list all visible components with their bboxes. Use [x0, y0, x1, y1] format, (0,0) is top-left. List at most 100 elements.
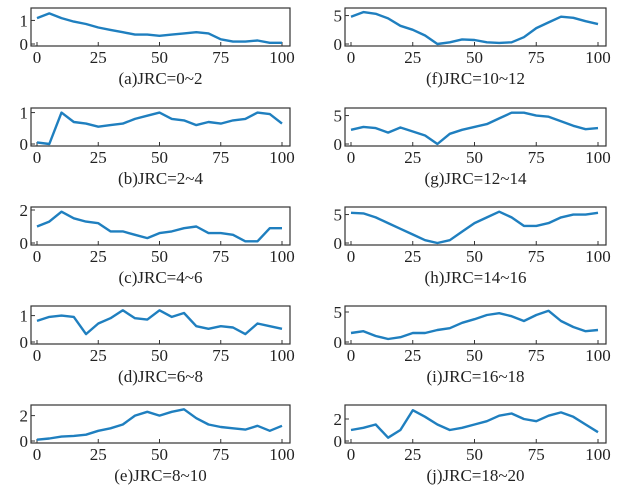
y-tick-label: 5 — [334, 206, 343, 225]
x-tick-label: 0 — [347, 48, 356, 67]
y-tick-label: 0 — [20, 234, 29, 253]
x-tick-label: 100 — [585, 346, 611, 365]
series-line — [350, 309, 599, 341]
x-tick-label: 0 — [347, 148, 356, 167]
x-tick-label: 100 — [269, 247, 295, 266]
y-tick-label: 0 — [20, 135, 29, 154]
x-tick-label: 75 — [528, 247, 545, 266]
series-line — [350, 409, 599, 439]
y-tick-label: 0 — [20, 333, 29, 352]
x-tick-label: 25 — [404, 445, 421, 464]
series-line — [36, 309, 283, 336]
x-tick-label: 75 — [528, 148, 545, 167]
x-tick-label: 75 — [528, 48, 545, 67]
axes-frame — [30, 206, 291, 246]
subplot-3: 0 25 50 75 100 0 1 (d)JRC=6~8 — [20, 305, 295, 386]
axes-frame — [344, 107, 607, 147]
axes-frame — [30, 404, 291, 444]
x-tick-label: 100 — [269, 48, 295, 67]
x-tick-label: 0 — [33, 148, 42, 167]
y-tick-label: 5 — [334, 303, 343, 322]
y-tick-label: 5 — [334, 107, 343, 126]
y-tick-label: 5 — [334, 7, 343, 26]
x-tick-label: 0 — [33, 445, 42, 464]
subplot-caption: (j)JRC=18~20 — [426, 466, 524, 485]
x-tick-label: 100 — [585, 247, 611, 266]
subplot-7: 0 25 50 75 100 0 5 (h)JRC=14~16 — [334, 206, 611, 287]
x-tick-label: 50 — [151, 48, 168, 67]
x-tick-label: 100 — [585, 48, 611, 67]
x-tick-label: 50 — [151, 445, 168, 464]
subplot-caption: (e)JRC=8~10 — [114, 466, 206, 485]
x-tick-label: 0 — [347, 445, 356, 464]
x-tick-label: 75 — [212, 247, 229, 266]
x-tick-label: 75 — [528, 445, 545, 464]
x-tick-label: 25 — [90, 148, 107, 167]
x-tick-label: 50 — [466, 148, 483, 167]
y-tick-label: 2 — [20, 201, 29, 220]
subplot-6: 0 25 50 75 100 0 5 (g)JRC=12~14 — [334, 107, 611, 188]
subplot-caption: (h)JRC=14~16 — [425, 268, 527, 287]
y-tick-label: 1 — [20, 11, 29, 30]
y-tick-label: 1 — [20, 104, 29, 123]
series-line — [350, 111, 599, 146]
x-tick-label: 0 — [33, 247, 42, 266]
subplot-caption: (a)JRC=0~2 — [119, 69, 203, 88]
x-tick-label: 0 — [347, 247, 356, 266]
series-line — [350, 210, 599, 245]
y-tick-label: 1 — [20, 307, 29, 326]
x-tick-label: 50 — [466, 48, 483, 67]
y-tick-label: 0 — [20, 432, 29, 451]
series-line — [36, 12, 282, 44]
x-tick-label: 75 — [528, 346, 545, 365]
axes-frame — [30, 107, 291, 147]
y-tick-label: 0 — [334, 333, 343, 352]
x-tick-label: 100 — [269, 148, 295, 167]
axes-frame — [344, 404, 607, 444]
x-tick-label: 25 — [404, 346, 421, 365]
subplot-caption: (c)JRC=4~6 — [119, 268, 203, 287]
subplot-caption: (i)JRC=16~18 — [426, 367, 524, 386]
x-tick-label: 100 — [269, 445, 295, 464]
x-tick-label: 75 — [212, 148, 229, 167]
subplot-2: 0 25 50 75 100 0 2 (c)JRC=4~6 — [20, 201, 295, 287]
subplot-1: 0 25 50 75 100 0 1 (b)JRC=2~4 — [20, 104, 295, 188]
x-tick-label: 75 — [212, 346, 229, 365]
x-tick-label: 100 — [585, 445, 611, 464]
y-tick-label: 0 — [334, 35, 343, 54]
x-tick-label: 100 — [585, 148, 611, 167]
x-tick-label: 25 — [90, 247, 107, 266]
axes-frame — [344, 206, 607, 246]
subplot-5: 0 25 50 75 100 0 5 (f)JRC=10~12 — [334, 7, 611, 88]
subplot-8: 0 25 50 75 100 0 5 (i)JRC=16~18 — [334, 303, 611, 386]
series-line — [36, 408, 283, 441]
x-tick-label: 100 — [269, 346, 295, 365]
x-tick-label: 50 — [151, 148, 168, 167]
x-tick-label: 0 — [33, 346, 42, 365]
y-tick-label: 0 — [334, 234, 343, 253]
x-tick-label: 0 — [347, 346, 356, 365]
subplot-caption: (b)JRC=2~4 — [118, 169, 203, 188]
x-tick-label: 50 — [466, 247, 483, 266]
x-tick-label: 25 — [404, 247, 421, 266]
x-tick-label: 25 — [404, 148, 421, 167]
x-tick-label: 0 — [33, 48, 42, 67]
y-tick-label: 0 — [334, 432, 343, 451]
x-tick-label: 50 — [151, 247, 168, 266]
y-tick-label: 0 — [20, 35, 29, 54]
x-tick-label: 25 — [90, 48, 107, 67]
x-tick-label: 25 — [90, 445, 107, 464]
series-line — [36, 111, 283, 146]
series-line — [350, 10, 599, 46]
x-tick-label: 25 — [90, 346, 107, 365]
x-tick-label: 50 — [151, 346, 168, 365]
subplot-caption: (d)JRC=6~8 — [118, 367, 203, 386]
axes-frame — [30, 305, 291, 345]
y-tick-label: 2 — [20, 407, 29, 426]
y-tick-label: 2 — [334, 410, 343, 429]
series-line — [36, 210, 282, 243]
x-tick-label: 75 — [212, 445, 229, 464]
